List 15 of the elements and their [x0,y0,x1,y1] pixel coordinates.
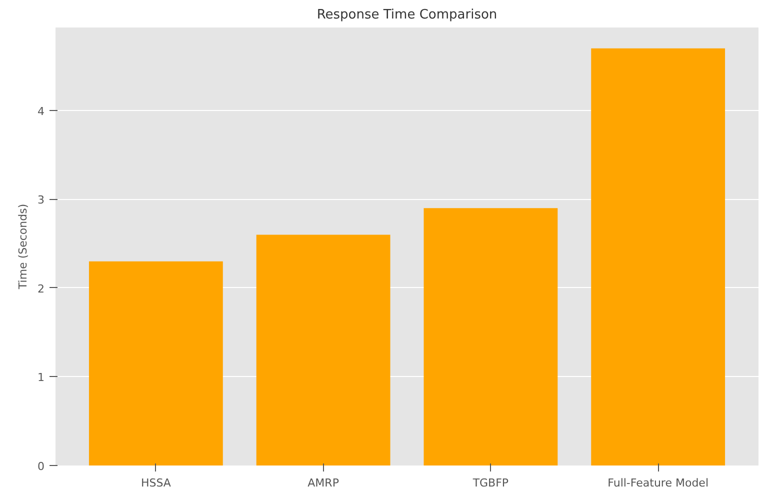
bar [424,208,558,466]
y-tick-label: 2 [38,282,44,296]
y-tick-label: 1 [38,371,44,384]
bar [88,261,223,466]
x-tick-label: TGBFP [472,476,509,490]
bar [256,234,390,466]
x-tick-label: AMRP [308,476,340,490]
x-tick-label: Full-Feature Model [608,476,709,490]
y-axis-title: Time (Seconds) [16,204,30,290]
bar [591,48,726,466]
y-tick-label: 0 [38,460,44,473]
x-tick-label: HSSA [140,476,172,490]
y-tick-label: 3 [38,194,44,207]
y-tick-label: 4 [38,104,44,118]
chart-title: Response Time Comparison [316,8,498,22]
